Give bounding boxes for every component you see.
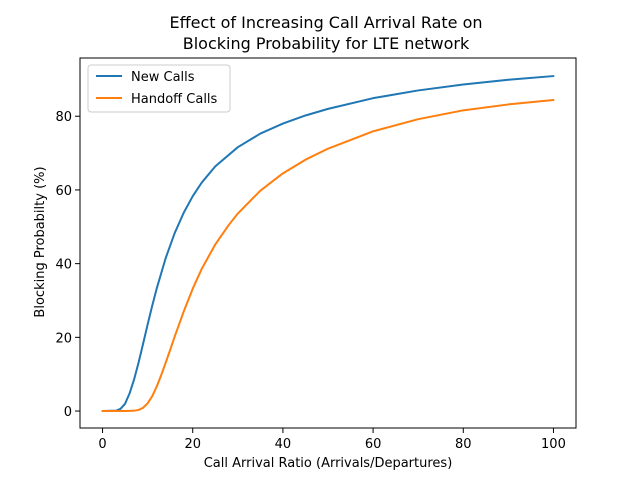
x-tick-label: 40 bbox=[275, 437, 292, 452]
legend-entry-new-calls: New Calls bbox=[131, 70, 195, 85]
x-tick-label: 80 bbox=[455, 437, 472, 452]
legend: New Calls Handoff Calls bbox=[87, 64, 231, 113]
y-tick-label: 0 bbox=[64, 405, 72, 420]
x-tick-label: 100 bbox=[541, 437, 566, 452]
x-tick-label: 20 bbox=[184, 437, 201, 452]
legend-frame bbox=[87, 64, 231, 113]
legend-entry-handoff-calls: Handoff Calls bbox=[131, 92, 218, 107]
chart-title-line-2: Blocking Probability for LTE network bbox=[183, 34, 470, 53]
plot-area bbox=[79, 57, 577, 429]
axis-ticks: 0 20 40 60 80 100 0 20 40 60 80 bbox=[55, 110, 565, 452]
x-tick-label: 60 bbox=[365, 437, 382, 452]
x-axis-label: Call Arrival Ratio (Arrivals/Departures) bbox=[204, 456, 453, 471]
series-line-handoff-calls bbox=[101, 99, 555, 413]
axes-frame bbox=[79, 57, 577, 429]
series-line-new-calls bbox=[101, 75, 555, 413]
chart-title-line-1: Effect of Increasing Call Arrival Rate o… bbox=[169, 13, 482, 32]
y-tick-label: 20 bbox=[55, 331, 72, 346]
y-tick-label: 80 bbox=[55, 110, 72, 125]
y-tick-label: 40 bbox=[55, 258, 72, 273]
y-axis-label: Blocking Probabilty (%) bbox=[33, 166, 48, 317]
x-tick-label: 0 bbox=[98, 437, 106, 452]
y-tick-label: 60 bbox=[55, 184, 72, 199]
